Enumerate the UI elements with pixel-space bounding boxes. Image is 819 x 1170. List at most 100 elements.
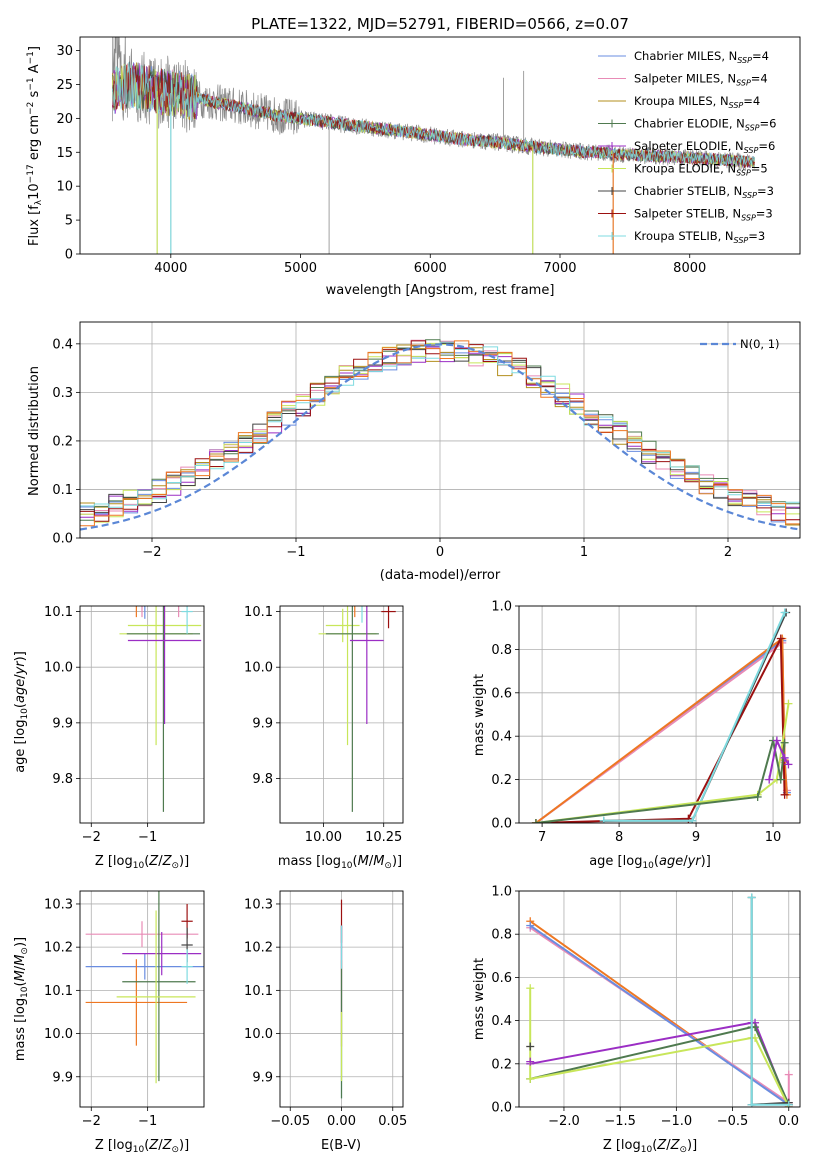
legend-label: Salpeter MILES, NSSP=4 xyxy=(634,72,768,88)
y-tick-label: 0 xyxy=(65,248,73,263)
model-spectrum-kroupa_stelib xyxy=(112,62,755,167)
plot-area xyxy=(80,339,800,531)
x-tick-label: 7 xyxy=(538,830,546,845)
axes-frame xyxy=(518,605,801,824)
age-massweight-panel: 7 8 9 10 0.0 0.2 0.4 0.6 0.8 1.0 xyxy=(491,600,801,845)
x-tick-label: −0.05 xyxy=(270,1114,310,1129)
errorbar-point-chabrier_elodie xyxy=(122,891,196,1082)
errorbar-point-salpeter_elodie xyxy=(349,606,384,724)
errorbar-point-orange xyxy=(135,606,137,618)
y-tick-label: 5 xyxy=(65,214,73,229)
spectrum-ylabel: Flux [fλ10−17 erg cm−2 s−1 A−1] xyxy=(26,46,44,246)
axes-frame xyxy=(279,890,404,1108)
histogram-xlabel: (data-model)/error xyxy=(380,568,501,583)
y-tick-label: 10.1 xyxy=(44,984,73,999)
x-tick-label: 10.00 xyxy=(305,830,342,845)
y-tick-label: 9.8 xyxy=(252,772,273,787)
x-tick-label: −1 xyxy=(138,1114,157,1129)
y-tick-label: 10.2 xyxy=(244,941,273,956)
x-tick-label: −1 xyxy=(286,545,305,560)
errorbar-point-chabrier_elodie xyxy=(126,606,201,812)
y-tick-label: 25 xyxy=(56,78,73,93)
x-tick-label: 6000 xyxy=(414,261,447,276)
x-tick-label: 8 xyxy=(615,830,623,845)
mass-age-panel: 10.00 10.25 9.8 9.9 10.0 10.1 xyxy=(244,605,404,845)
y-tick-label: 20 xyxy=(56,112,73,127)
x-tick-label: −2 xyxy=(142,545,161,560)
residual-histogram-panel: −2 −1 0 1 2 0.0 0.1 0.2 0.3 0.4 N(0, 1) xyxy=(52,321,801,560)
y-tick-label: 10.0 xyxy=(44,1027,73,1042)
spectrum-title: PLATE=1322, MJD=52791, FIBERID=0566, z=0… xyxy=(251,15,629,33)
errorbar-point-salpeter_elodie xyxy=(127,606,202,724)
y-tick-label: 0.0 xyxy=(52,532,73,547)
x-tick-label: 8000 xyxy=(673,261,706,276)
massweight-line-chabrier_miles xyxy=(529,924,790,1106)
y-tick-label: 10.3 xyxy=(44,897,73,912)
errorbar-point-chabrier_miles xyxy=(144,606,146,619)
legend-label: Salpeter ELODIE, NSSP=6 xyxy=(634,139,775,155)
errorbar-point-kroupa_stelib xyxy=(361,606,363,623)
massweight-line-kroupa_elodie xyxy=(535,703,790,823)
y-tick-label: 9.9 xyxy=(52,1070,73,1085)
legend-label: Kroupa ELODIE, NSSP=5 xyxy=(634,162,768,178)
zmass-ylabel: mass [log10(M/M⊙)] xyxy=(13,937,30,1061)
x-tick-label: 0.05 xyxy=(378,1114,407,1129)
x-tick-label: 0.0 xyxy=(778,1114,799,1129)
y-tick-label: 0.1 xyxy=(52,483,73,498)
spectrum-xlabel: wavelength [Angstrom, rest frame] xyxy=(326,283,555,298)
spectrum-legend: Chabrier MILES, NSSP=4 Salpeter MILES, NS… xyxy=(598,49,776,245)
gaussian-curve xyxy=(80,343,800,531)
massage-xlabel: mass [log10(M/M⊙)] xyxy=(278,854,402,871)
y-tick-label: 0.2 xyxy=(491,773,512,788)
errorbar-point-orange xyxy=(354,606,356,618)
axes-frame xyxy=(79,321,801,539)
plot-area xyxy=(112,37,755,254)
x-tick-label: 7000 xyxy=(543,261,576,276)
x-tick-label: 2 xyxy=(724,545,732,560)
errorbar-point-kroupa_elodie xyxy=(116,910,196,1084)
x-tick-label: 9 xyxy=(692,830,700,845)
y-tick-label: 10.0 xyxy=(44,661,73,676)
legend-label: Chabrier STELIB, NSSP=3 xyxy=(634,184,774,200)
y-tick-label: 0.2 xyxy=(52,434,73,449)
histogram-kroupa_stelib xyxy=(80,341,800,508)
axes-frame xyxy=(79,36,801,255)
ebv-xlabel: E(B-V) xyxy=(321,1138,361,1153)
axes-frame xyxy=(279,605,404,824)
legend-label: Salpeter STELIB, NSSP=3 xyxy=(634,207,773,223)
axes-frame xyxy=(79,605,205,824)
legend-label: Chabrier MILES, NSSP=4 xyxy=(634,49,769,65)
y-tick-label: 0.6 xyxy=(491,686,512,701)
y-tick-label: 0.6 xyxy=(491,971,512,986)
y-tick-label: 0.3 xyxy=(52,386,73,401)
x-tick-label: 0 xyxy=(436,545,444,560)
agemw-xlabel: age [log10(age/yr)] xyxy=(589,854,711,871)
x-tick-label: 10.25 xyxy=(365,830,402,845)
errorbar-point-salpeter_miles xyxy=(178,606,180,618)
y-tick-label: 0.2 xyxy=(491,1057,512,1072)
y-tick-label: 0.0 xyxy=(491,1101,512,1116)
errorbar-point-kroupa_elodie xyxy=(325,608,360,643)
spectrum-panel: 4000 5000 6000 7000 8000 0 5 10 15 20 25 30 Chabrier… xyxy=(56,36,801,276)
x-tick-label: −2.0 xyxy=(548,1114,580,1129)
agemw-ylabel: mass weight xyxy=(472,674,487,756)
x-tick-label: −0.5 xyxy=(717,1114,749,1129)
x-tick-label: 0.00 xyxy=(327,1114,356,1129)
errorbar-point-orange xyxy=(85,959,188,1046)
y-tick-label: 10 xyxy=(56,180,73,195)
plot-area xyxy=(318,606,396,812)
x-tick-label: −1.5 xyxy=(604,1114,636,1129)
massweight-line-orange xyxy=(535,636,788,823)
histogram-ylabel: Normed distribution xyxy=(27,366,42,496)
x-tick-label: −1 xyxy=(138,830,157,845)
massweight-line-salpeter_elodie xyxy=(768,737,790,780)
y-tick-label: 30 xyxy=(56,44,73,59)
zmw-xlabel: Z [log10(Z/Z⊙)] xyxy=(603,1138,697,1155)
zmw-ylabel: mass weight xyxy=(472,958,487,1040)
x-tick-label: 5000 xyxy=(284,261,317,276)
metallicity-mass-panel: −2 −1 9.9 10.0 10.1 10.2 10.3 xyxy=(44,890,205,1129)
errorbar-point-kroupa_stelib xyxy=(181,606,193,634)
x-tick-label: 4000 xyxy=(154,261,187,276)
plot-area xyxy=(85,891,204,1084)
y-tick-label: 1.0 xyxy=(491,885,512,900)
